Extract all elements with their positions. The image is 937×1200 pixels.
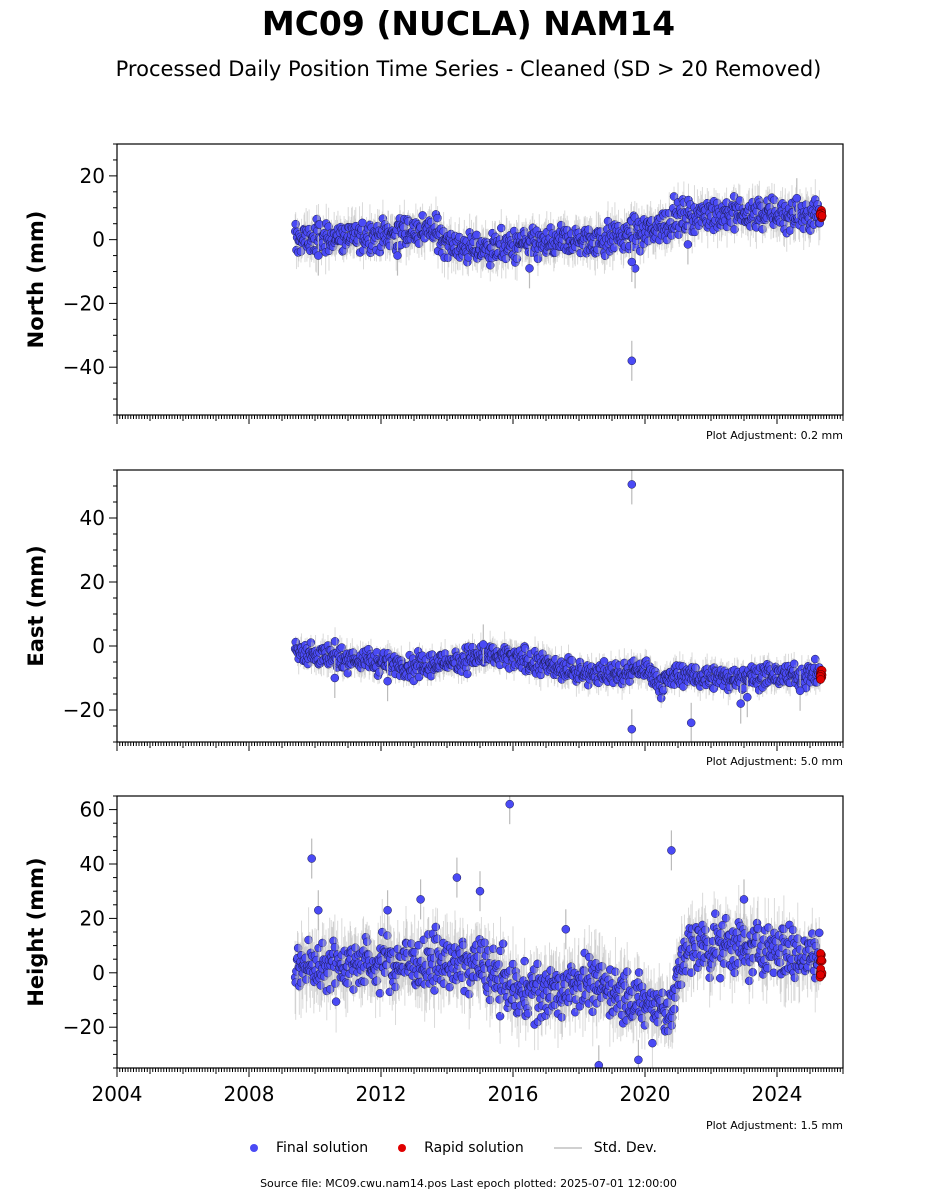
outlier-point xyxy=(525,264,534,273)
y-tick-label: −20 xyxy=(63,698,105,722)
outlier-point xyxy=(330,673,340,683)
outlier-point xyxy=(479,640,488,649)
outlier-point xyxy=(314,251,323,260)
outlier-point xyxy=(686,718,696,728)
final-solution-point xyxy=(375,989,385,998)
chart-title: MC09 (NUCLA) NAM14 xyxy=(261,4,676,43)
outlier-point xyxy=(627,724,637,734)
outlier-point xyxy=(736,699,745,708)
outlier-point xyxy=(627,356,637,366)
rapid-solution-point xyxy=(817,211,827,220)
outlier-point xyxy=(627,480,637,489)
outlier-point xyxy=(627,257,637,267)
final-solution-point xyxy=(433,213,442,223)
panel-1-data xyxy=(290,470,827,742)
y-tick-label: −20 xyxy=(63,291,105,315)
y-tick-label: 0 xyxy=(92,634,105,658)
final-solution-point xyxy=(635,247,645,256)
y-tick-label: 20 xyxy=(80,164,105,188)
outlier-point xyxy=(683,240,693,249)
panel-1-frame xyxy=(116,469,844,743)
rapid-solution-point xyxy=(816,675,825,684)
outlier-point xyxy=(743,692,752,702)
final-solution-point xyxy=(495,1011,505,1021)
final-solution-point xyxy=(331,997,341,1006)
final-solution-point xyxy=(498,939,508,948)
y-tick-label: 20 xyxy=(80,570,105,594)
y-tick-label: −40 xyxy=(63,355,105,379)
y-axis-label: East (mm) xyxy=(24,545,48,666)
final-solution-point xyxy=(656,693,666,703)
final-solution-point xyxy=(789,659,799,669)
final-solution-point xyxy=(497,223,506,233)
final-solution-point xyxy=(480,938,490,947)
panel-0-data xyxy=(291,178,827,381)
outlier-point xyxy=(383,676,392,686)
y-tick-label: 0 xyxy=(92,228,105,252)
final-solution-point xyxy=(463,669,472,679)
outlier-point xyxy=(393,251,402,260)
final-solution-point xyxy=(810,654,820,664)
final-solution-point xyxy=(343,668,353,678)
chart-subtitle: Processed Daily Position Time Series - C… xyxy=(115,57,822,81)
panel-2-data xyxy=(290,796,827,1068)
final-solution-point xyxy=(349,985,358,994)
outlier-point xyxy=(795,686,805,696)
y-tick-label: 40 xyxy=(80,506,105,530)
outlier-point xyxy=(792,193,802,203)
y-axis-label: North (mm) xyxy=(24,211,48,349)
